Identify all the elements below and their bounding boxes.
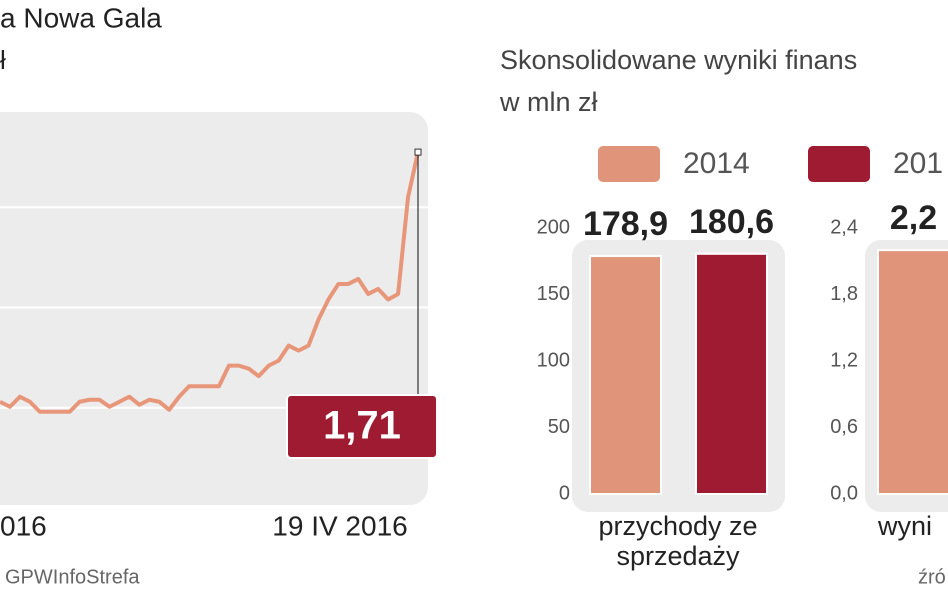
value-box xyxy=(286,394,438,459)
chart-subtitle: ł xyxy=(0,45,6,75)
x-tick-label: 19 IV 2016 xyxy=(272,510,407,541)
source: źró xyxy=(918,566,946,588)
value-label: 180,6 xyxy=(689,203,774,241)
line xyxy=(0,151,420,414)
x-tick-label: 016 xyxy=(0,510,47,541)
legend-label: 201 xyxy=(893,147,943,180)
y-tick-label: 1,8 xyxy=(830,283,858,305)
y-tick-label: 0,6 xyxy=(830,416,858,438)
y-tick-label: 0 xyxy=(559,482,570,504)
bar xyxy=(695,252,768,495)
y-tick-label: 0,0 xyxy=(830,482,858,504)
y-tick-label: 2,4 xyxy=(830,216,858,238)
value-label: 178,9 xyxy=(583,205,668,243)
legend-swatch xyxy=(598,146,660,182)
chart-subtitle: w mln zł xyxy=(499,87,598,117)
y-tick-label: 50 xyxy=(548,416,570,438)
legend-label: 2014 xyxy=(683,147,750,180)
bar xyxy=(589,255,662,495)
y-tick-label: 1,2 xyxy=(830,349,858,371)
legend-swatch xyxy=(808,146,870,182)
end-marker xyxy=(414,148,422,156)
category-label: wyni xyxy=(877,511,932,541)
y-tick-label: 200 xyxy=(537,216,570,238)
y-tick-label: 150 xyxy=(537,283,570,305)
chart-title: Skonsolidowane wyniki finans xyxy=(500,45,857,75)
source: GPWInfoStrefa xyxy=(5,566,140,588)
value-label: 1,71 xyxy=(323,404,401,448)
chart-title: a Nowa Gala xyxy=(0,2,162,33)
value-label: 2,2 xyxy=(890,199,937,237)
category-label: przychody ze sprzedaży xyxy=(598,511,757,571)
bar xyxy=(877,249,948,495)
y-tick-label: 100 xyxy=(537,349,570,371)
